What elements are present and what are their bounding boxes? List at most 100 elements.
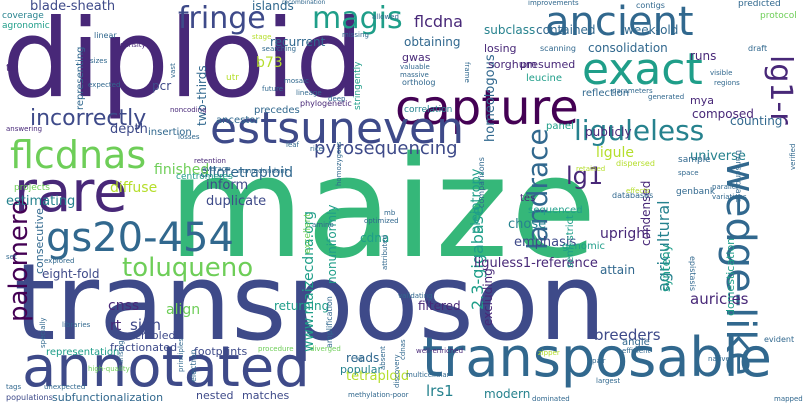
word-nested: nested (196, 389, 234, 402)
word-improvements: improvements (528, 0, 579, 7)
word-pyrosequencing: pyrosequencing (314, 138, 458, 159)
word-multicellular: multicellular (406, 371, 450, 379)
word-pair: pair (592, 357, 606, 365)
word-footprints: footprints (194, 345, 248, 358)
word-comparisons: comparisons (477, 157, 486, 208)
word-visible: visible (710, 69, 733, 77)
word-reflection: reflection (582, 88, 630, 99)
word-islands: islands (252, 0, 294, 13)
word-amino: amino (312, 221, 334, 229)
word-average: average (202, 165, 231, 173)
word-predicted: predicted (738, 0, 781, 9)
word-arising: arising (117, 340, 125, 364)
word-capture: capture (395, 80, 579, 136)
word-diploid: diploid (2, 0, 364, 122)
word-frame: frame (463, 62, 471, 83)
word-composed: composed (692, 107, 754, 121)
word-effects: effects (626, 187, 650, 195)
word-attain: attain (600, 263, 636, 277)
word-mya: mya (690, 94, 714, 107)
word-gs20-454: gs20-454 (46, 215, 234, 261)
word-databases: databases (612, 191, 654, 200)
word-validating: validating (398, 292, 433, 300)
word-attributed: attributed (381, 235, 389, 270)
word-dominated: dominated (532, 395, 570, 403)
word-kb: kb (356, 355, 365, 363)
word-procedure: procedure (258, 345, 294, 353)
word-chose: chose (508, 217, 547, 232)
word-linear: linear (94, 31, 117, 40)
word-assembled: assembled (116, 329, 176, 342)
word-te: te (6, 63, 17, 74)
word-zipper: zipper (538, 349, 560, 357)
word-leaf: leaf (286, 141, 300, 149)
word-matches: matches (242, 389, 290, 402)
word-gwas: gwas (402, 51, 431, 64)
word-massive: massive (400, 71, 429, 79)
word-representing: representing (75, 46, 86, 110)
word-maize: maize (168, 127, 599, 290)
word-regions: regions (714, 79, 740, 87)
word-high-quality: high-quality (88, 365, 130, 373)
word-losses: losses (178, 133, 200, 141)
word-phylogenetic: phylogenetic (300, 99, 352, 108)
word-emphasis: emphasis (514, 235, 577, 250)
word-rare: rare (14, 160, 128, 225)
word-flcdnas: flcdnas (10, 133, 147, 177)
word-lineage: lineage (296, 89, 322, 97)
word-genomic: genomic (562, 241, 605, 252)
word-diffuse: diffuse (110, 180, 158, 196)
word-efficient: efficient (622, 347, 651, 355)
word-explored: explored (44, 257, 75, 265)
word-upright: upright (600, 226, 651, 242)
word-genbank: genbank (676, 187, 716, 197)
word-scanning: scanning (540, 44, 576, 53)
word-losing: losing (484, 42, 517, 55)
word-two-thirds: two-thirds (195, 65, 209, 126)
word-inform: inform (206, 178, 249, 193)
word-specially: specially (39, 317, 47, 348)
word-utr: utr (226, 73, 239, 83)
word-blade-sheath: blade-sheath (30, 0, 116, 14)
word-verified: verified (789, 143, 797, 170)
word-precedes: precedes (254, 105, 300, 116)
word-leucine: leucine (526, 73, 563, 84)
word-mapped: mapped (774, 395, 803, 403)
word-libraries: libraries (62, 321, 91, 329)
word-vast: vast (169, 63, 177, 78)
word-semi-strict: semi-strict (565, 215, 576, 268)
word-future: future (262, 85, 284, 93)
word-agronomic: agronomic (2, 21, 50, 31)
word-unexpected: unexpected (44, 383, 86, 391)
word-absent: absent (379, 346, 387, 370)
word-liguless1-reference: liguless1-reference (474, 256, 598, 271)
word-sign: sign (130, 316, 162, 334)
word-missing: missing (342, 31, 369, 39)
word-fringe: fringe (178, 1, 266, 36)
word-magis: magis (312, 1, 403, 36)
word-sizes: sizes (90, 57, 108, 65)
word-toluqueno: toluqueno (122, 253, 254, 283)
word-density: density (120, 41, 146, 49)
word-centromeres: centromeres (176, 172, 233, 182)
word-breeders: breeders (594, 326, 661, 344)
word-rice: rice (310, 145, 323, 153)
word-populations: populations (6, 393, 53, 402)
word-universe: universe (690, 149, 746, 164)
word-duplicate: duplicate (206, 194, 267, 209)
word-fractionated: fractionated (110, 341, 178, 354)
word-evident: evident (764, 335, 795, 344)
word-epistasis: epistasis (688, 256, 697, 291)
word-cnss: cnss (108, 298, 140, 314)
word-auricles: auricles (690, 290, 749, 308)
word-eight-fold: eight-fold (42, 267, 100, 281)
word-returning: returning (274, 299, 330, 313)
word-estsuneven: estsuneven (210, 103, 465, 154)
word-tes: tes (520, 193, 536, 204)
word-projects: projects (14, 183, 50, 193)
word-reads: reads (346, 351, 380, 365)
word-align: align (166, 302, 201, 318)
word-sample: sample (678, 155, 711, 165)
word-depth: depth (110, 122, 148, 137)
